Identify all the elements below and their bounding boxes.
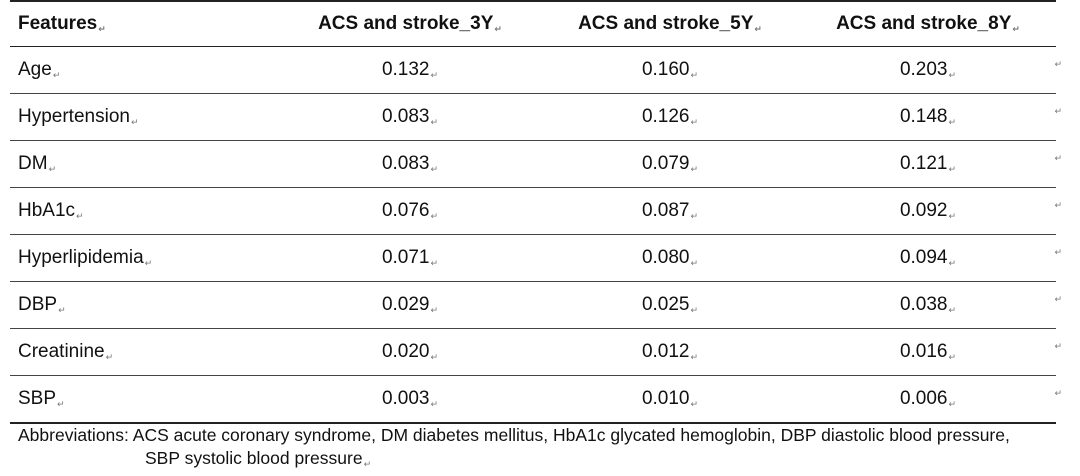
- value-5y-cell: 0.079↵: [540, 140, 800, 188]
- paragraph-mark-icon: ↵: [430, 211, 439, 221]
- paragraph-mark-icon: ↵: [690, 258, 699, 268]
- row-end-mark-icon: ↵: [1054, 388, 1062, 398]
- value-5y-cell: 0.160↵: [540, 46, 800, 94]
- feature-cell: Hypertension↵: [10, 93, 280, 141]
- table-header-row: Features↵ ACS and stroke_3Y↵ ACS and str…: [10, 0, 1056, 47]
- feature-cell: DBP↵: [10, 281, 280, 329]
- value-5y-cell: 0.010↵: [540, 375, 800, 424]
- table-row: DM↵ 0.083↵ 0.079↵ 0.121↵ ↵: [10, 140, 1062, 188]
- paragraph-mark-icon: ↵: [690, 305, 699, 315]
- feature-cell: Age↵: [10, 46, 280, 94]
- paragraph-mark-icon: ↵: [948, 399, 957, 409]
- value-5y-cell: 0.126↵: [540, 93, 800, 141]
- footnote-line-1: Abbreviations: ACS acute coronary syndro…: [18, 425, 1010, 445]
- row-end-mark-icon: ↵: [1054, 341, 1062, 351]
- value-3y-cell: 0.083↵: [280, 140, 540, 188]
- paragraph-mark-icon: ↵: [430, 70, 439, 80]
- row-end-mark-icon: ↵: [1054, 59, 1062, 69]
- paragraph-mark-icon: ↵: [948, 352, 957, 362]
- paragraph-mark-icon: ↵: [754, 24, 762, 34]
- paragraph-mark-icon: ↵: [948, 211, 957, 221]
- paragraph-mark-icon: ↵: [430, 305, 439, 315]
- paragraph-mark-icon: ↵: [690, 352, 699, 362]
- value-8y-cell: 0.016↵ ↵: [800, 328, 1062, 376]
- paragraph-mark-icon: ↵: [57, 399, 65, 409]
- table-row: Hyperlipidemia↵ 0.071↵ 0.080↵ 0.094↵ ↵: [10, 234, 1062, 282]
- feature-cell: SBP↵: [10, 375, 280, 424]
- paragraph-mark-icon: ↵: [363, 459, 372, 469]
- paragraph-mark-icon: ↵: [690, 70, 699, 80]
- footnote-line-2: SBP systolic blood pressure: [145, 448, 363, 468]
- paragraph-mark-icon: ↵: [1012, 24, 1020, 34]
- feature-cell: DM↵: [10, 140, 280, 188]
- row-end-mark-icon: ↵: [1054, 106, 1062, 116]
- header-8y: ACS and stroke_8Y↵: [800, 0, 1056, 47]
- paragraph-mark-icon: ↵: [430, 399, 439, 409]
- value-5y-cell: 0.025↵: [540, 281, 800, 329]
- paragraph-mark-icon: ↵: [430, 258, 439, 268]
- paragraph-mark-icon: ↵: [948, 117, 957, 127]
- table-row: Hypertension↵ 0.083↵ 0.126↵ 0.148↵ ↵: [10, 93, 1062, 141]
- table-row: Creatinine↵ 0.020↵ 0.012↵ 0.016↵ ↵: [10, 328, 1062, 376]
- value-3y-cell: 0.083↵: [280, 93, 540, 141]
- paragraph-mark-icon: ↵: [58, 305, 66, 315]
- value-8y-cell: 0.092↵ ↵: [800, 187, 1062, 235]
- header-3y: ACS and stroke_3Y↵: [280, 0, 540, 47]
- value-5y-cell: 0.087↵: [540, 187, 800, 235]
- paragraph-mark-icon: ↵: [48, 164, 57, 174]
- table-row: DBP↵ 0.029↵ 0.025↵ 0.038↵ ↵: [10, 281, 1062, 329]
- paragraph-mark-icon: ↵: [690, 211, 699, 221]
- value-8y-cell: 0.094↵ ↵: [800, 234, 1062, 282]
- row-end-mark-icon: ↵: [1054, 294, 1062, 304]
- header-features: Features↵: [10, 0, 280, 47]
- value-3y-cell: 0.020↵: [280, 328, 540, 376]
- feature-cell: Hyperlipidemia↵: [10, 234, 280, 282]
- paragraph-mark-icon: ↵: [690, 399, 699, 409]
- paragraph-mark-icon: ↵: [52, 70, 61, 80]
- abbreviations-footnote: Abbreviations: ACS acute coronary syndro…: [18, 424, 1073, 476]
- paragraph-mark-icon: ↵: [690, 164, 699, 174]
- table-row: SBP↵ 0.003↵ 0.010↵ 0.006↵ ↵: [10, 375, 1062, 424]
- value-3y-cell: 0.076↵: [280, 187, 540, 235]
- paragraph-mark-icon: ↵: [494, 24, 502, 34]
- table-row: HbA1c↵ 0.076↵ 0.087↵ 0.092↵ ↵: [10, 187, 1062, 235]
- header-5y: ACS and stroke_5Y↵: [540, 0, 800, 47]
- features-table: Features↵ ACS and stroke_3Y↵ ACS and str…: [10, 0, 1062, 424]
- paragraph-mark-icon: ↵: [76, 211, 84, 221]
- features-table-container: Features↵ ACS and stroke_3Y↵ ACS and str…: [10, 0, 1062, 424]
- paragraph-mark-icon: ↵: [948, 258, 957, 268]
- value-5y-cell: 0.012↵: [540, 328, 800, 376]
- value-8y-cell: 0.148↵ ↵: [800, 93, 1062, 141]
- feature-cell: HbA1c↵: [10, 187, 280, 235]
- paragraph-mark-icon: ↵: [430, 352, 439, 362]
- feature-cell: Creatinine↵: [10, 328, 280, 376]
- value-3y-cell: 0.071↵: [280, 234, 540, 282]
- value-8y-cell: 0.006↵ ↵: [800, 375, 1062, 424]
- paragraph-mark-icon: ↵: [690, 117, 699, 127]
- paragraph-mark-icon: ↵: [98, 24, 106, 34]
- paragraph-mark-icon: ↵: [948, 70, 957, 80]
- paragraph-mark-icon: ↵: [105, 352, 114, 362]
- row-end-mark-icon: ↵: [1054, 200, 1062, 210]
- value-3y-cell: 0.132↵: [280, 46, 540, 94]
- paragraph-mark-icon: ↵: [948, 305, 957, 315]
- paragraph-mark-icon: ↵: [130, 117, 139, 127]
- value-3y-cell: 0.003↵: [280, 375, 540, 424]
- paragraph-mark-icon: ↵: [144, 258, 153, 268]
- table-row: Age↵ 0.132↵ 0.160↵ 0.203↵ ↵: [10, 46, 1062, 94]
- value-5y-cell: 0.080↵: [540, 234, 800, 282]
- paragraph-mark-icon: ↵: [430, 164, 439, 174]
- value-8y-cell: 0.038↵ ↵: [800, 281, 1062, 329]
- value-8y-cell: 0.121↵ ↵: [800, 140, 1062, 188]
- value-3y-cell: 0.029↵: [280, 281, 540, 329]
- row-end-mark-icon: ↵: [1054, 247, 1062, 257]
- paragraph-mark-icon: ↵: [430, 117, 439, 127]
- row-end-mark-icon: ↵: [1054, 153, 1062, 163]
- paragraph-mark-icon: ↵: [948, 164, 957, 174]
- value-8y-cell: 0.203↵ ↵: [800, 46, 1062, 94]
